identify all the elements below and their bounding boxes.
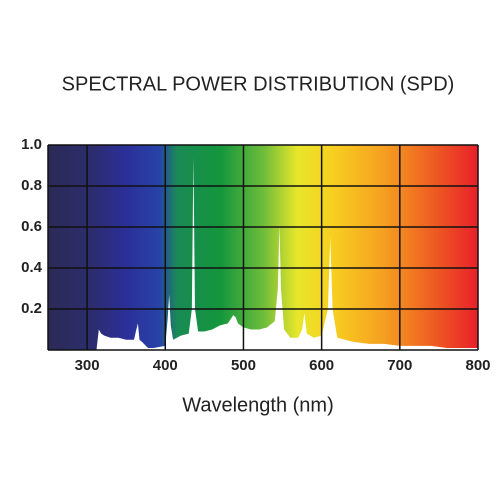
y-tick-label: 0.6 [21, 218, 42, 235]
y-tick-label: 0.4 [21, 259, 43, 276]
chart-title: SPECTRAL POWER DISTRIBUTION (SPD) [62, 73, 455, 95]
x-tick-label: 600 [309, 357, 334, 374]
x-tick-label: 700 [387, 357, 412, 374]
x-tick-label: 500 [231, 357, 256, 374]
plot-background [48, 145, 478, 350]
x-tick-label: 800 [465, 357, 490, 374]
x-tick-label: 400 [153, 357, 178, 374]
y-tick-label: 0.2 [21, 300, 42, 317]
x-tick-label: 300 [75, 357, 100, 374]
x-axis-label: Wavelength (nm) [182, 394, 334, 416]
y-tick-label: 1.0 [21, 136, 42, 153]
y-tick-label: 0.8 [21, 177, 42, 194]
